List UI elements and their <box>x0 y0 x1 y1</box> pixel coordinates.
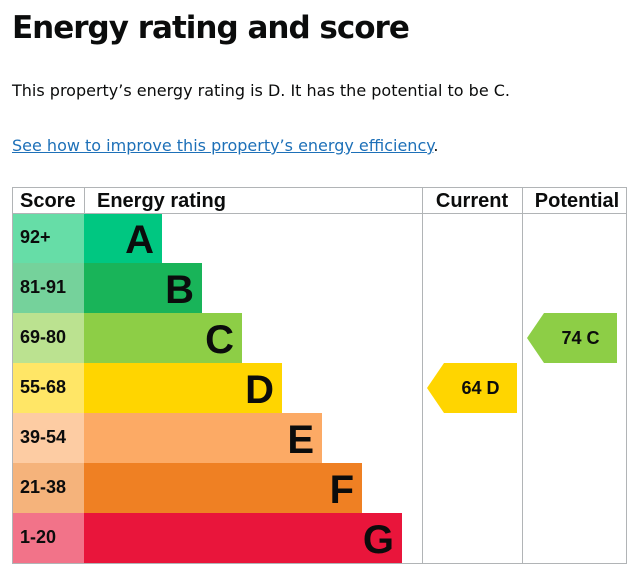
rating-summary: This property’s energy rating is D. It h… <box>12 81 510 100</box>
energy-rating-header: Energy rating <box>97 190 226 212</box>
rating-bar-e <box>84 413 322 463</box>
score-cell-f <box>12 463 84 513</box>
score-cell-b <box>12 263 84 313</box>
rating-arrows: 64 D 74 C <box>427 313 617 413</box>
table-grid <box>12 187 627 564</box>
score-label-e: 39-54 <box>20 427 66 447</box>
energy-rating-chart: 92+ A81-91 B69-80 C55-68 D39-54 E21-38 F1-20 G … <box>12 187 627 564</box>
rating-letter-g: G <box>363 518 394 562</box>
rating-bar-a <box>84 213 162 263</box>
score-label-b: 81-91 <box>20 277 66 297</box>
potential-arrow <box>527 313 617 363</box>
score-label-d: 55-68 <box>20 377 66 397</box>
rating-bar-g <box>84 513 402 563</box>
improve-efficiency-link[interactable]: See how to improve this property’s energ… <box>12 136 434 155</box>
score-cell-c <box>12 313 84 363</box>
rating-letter-b: B <box>165 268 194 312</box>
rating-bar-d <box>84 363 282 413</box>
score-label-g: 1-20 <box>20 527 56 547</box>
rating-letter-a: A <box>125 218 154 262</box>
score-label-a: 92+ <box>20 227 51 247</box>
improve-link-line: See how to improve this property’s energ… <box>12 135 439 157</box>
potential-rating-label: 74 C <box>561 328 599 348</box>
current-header: Current <box>436 190 509 212</box>
rating-bar-f <box>84 463 362 513</box>
rating-bands: 92+ A 81-91 B 69-80 C 55-68 D 39-54 E 21-38 F 1-20 G <box>12 213 402 563</box>
current-arrow <box>427 363 517 413</box>
potential-header: Potential <box>535 190 619 212</box>
score-cell-e <box>12 413 84 463</box>
rating-bar-b <box>84 263 202 313</box>
rating-bar-c <box>84 313 242 363</box>
score-label-c: 69-80 <box>20 327 66 347</box>
page-title: Energy rating and score <box>12 10 410 46</box>
score-label-f: 21-38 <box>20 477 66 497</box>
score-header: Score <box>20 190 76 212</box>
score-cell-g <box>12 513 84 563</box>
score-cell-d <box>12 363 84 413</box>
current-rating-label: 64 D <box>461 378 499 398</box>
rating-letter-e: E <box>287 418 314 462</box>
rating-letter-f: F <box>330 468 354 512</box>
rating-letter-c: C <box>205 318 234 362</box>
score-cell-a <box>12 213 84 263</box>
rating-letter-d: D <box>245 368 274 412</box>
link-suffix: . <box>433 136 439 155</box>
